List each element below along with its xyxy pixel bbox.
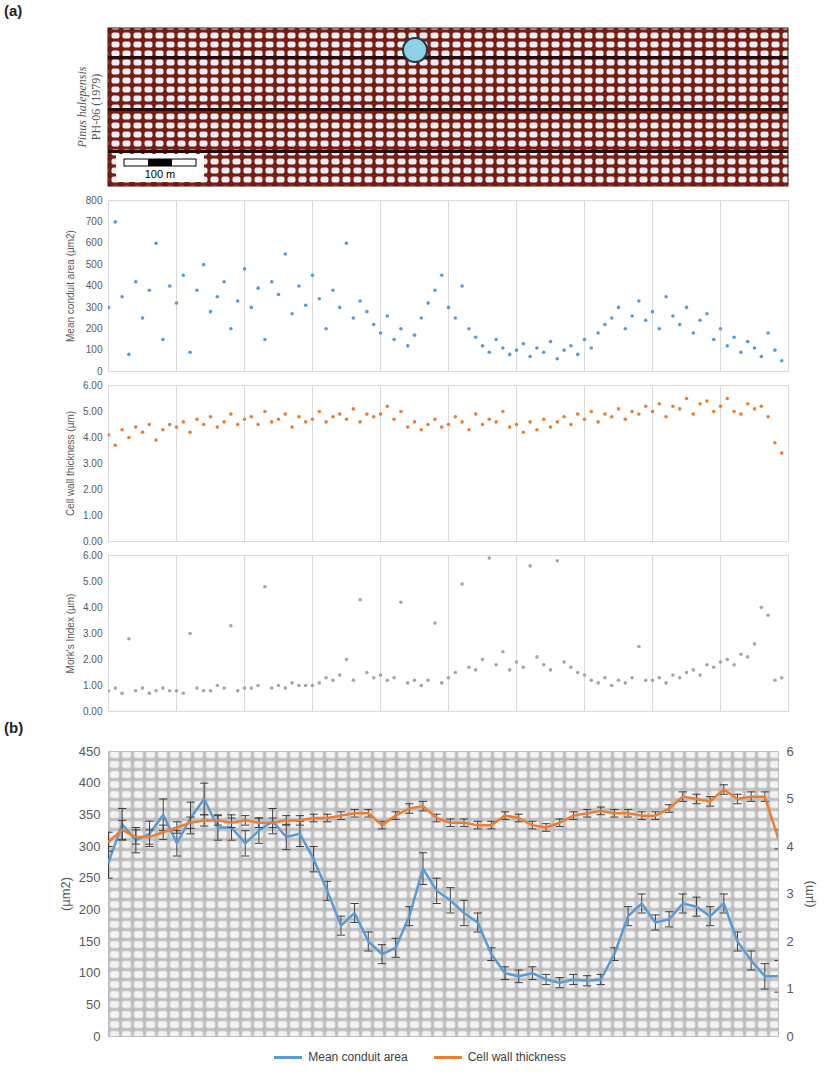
svg-text:(µm2): (µm2) bbox=[58, 877, 73, 911]
svg-text:4.00: 4.00 bbox=[83, 602, 103, 613]
svg-text:100: 100 bbox=[86, 344, 103, 355]
html-text:Cell wall thickness: Cell wall thickness bbox=[467, 1050, 566, 1064]
svg-text:Mork's Index (µm): Mork's Index (µm) bbox=[65, 594, 76, 674]
svg-text:Pinus halepensis: Pinus halepensis bbox=[75, 66, 89, 148]
html-text:Mean conduit area: Mean conduit area bbox=[308, 1050, 408, 1064]
svg-text:0.00: 0.00 bbox=[83, 706, 103, 717]
svg-text:200: 200 bbox=[79, 902, 101, 917]
svg-text:500: 500 bbox=[86, 259, 103, 270]
svg-text:2.00: 2.00 bbox=[83, 484, 103, 495]
svg-text:3: 3 bbox=[787, 886, 794, 901]
svg-text:400: 400 bbox=[79, 775, 101, 790]
svg-text:0: 0 bbox=[787, 1029, 794, 1044]
html-text:(b): (b) bbox=[4, 719, 24, 736]
svg-text:0.00: 0.00 bbox=[83, 536, 103, 547]
svg-text:5.00: 5.00 bbox=[83, 576, 103, 587]
svg-text:600: 600 bbox=[86, 237, 103, 248]
svg-text:1.00: 1.00 bbox=[83, 510, 103, 521]
svg-text:Mean conduit area (µm2): Mean conduit area (µm2) bbox=[65, 230, 76, 342]
svg-text:4: 4 bbox=[787, 839, 794, 854]
svg-text:3.00: 3.00 bbox=[83, 628, 103, 639]
svg-text:300: 300 bbox=[86, 302, 103, 313]
svg-text:5.00: 5.00 bbox=[83, 406, 103, 417]
svg-text:3.00: 3.00 bbox=[83, 458, 103, 469]
svg-text:6.00: 6.00 bbox=[83, 550, 103, 561]
svg-text:100: 100 bbox=[79, 965, 101, 980]
svg-text:50: 50 bbox=[86, 997, 100, 1012]
svg-text:(µm): (µm) bbox=[801, 881, 816, 908]
svg-text:300: 300 bbox=[79, 839, 101, 854]
svg-text:6: 6 bbox=[787, 744, 794, 759]
svg-text:350: 350 bbox=[79, 807, 101, 822]
svg-text:250: 250 bbox=[79, 870, 101, 885]
svg-text:0: 0 bbox=[93, 1029, 100, 1044]
svg-text:1.00: 1.00 bbox=[83, 680, 103, 691]
svg-text:6.00: 6.00 bbox=[83, 380, 103, 391]
svg-text:2: 2 bbox=[787, 934, 794, 949]
html-text:(a): (a) bbox=[4, 2, 23, 19]
svg-text:5: 5 bbox=[787, 791, 794, 806]
svg-text:400: 400 bbox=[86, 280, 103, 291]
svg-text:PH-06 (1979): PH-06 (1979) bbox=[89, 74, 103, 140]
svg-text:200: 200 bbox=[86, 323, 103, 334]
svg-text:800: 800 bbox=[86, 195, 103, 206]
svg-text:0: 0 bbox=[97, 366, 103, 377]
svg-text:150: 150 bbox=[79, 934, 101, 949]
svg-text:2.00: 2.00 bbox=[83, 654, 103, 665]
svg-text:100 m: 100 m bbox=[145, 168, 176, 180]
svg-text:450: 450 bbox=[79, 744, 101, 759]
svg-text:1: 1 bbox=[787, 981, 794, 996]
svg-text:Cell wall thickness (µm): Cell wall thickness (µm) bbox=[65, 411, 76, 516]
svg-text:700: 700 bbox=[86, 216, 103, 227]
svg-text:4.00: 4.00 bbox=[83, 432, 103, 443]
